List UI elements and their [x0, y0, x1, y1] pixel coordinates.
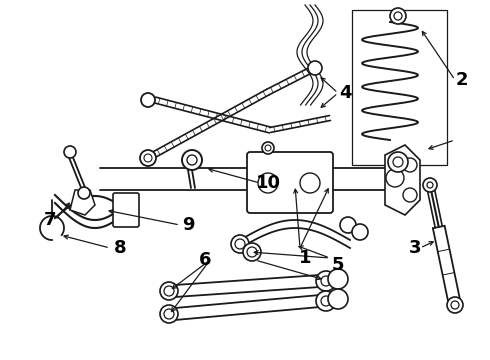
- Circle shape: [423, 178, 437, 192]
- Text: 4: 4: [339, 84, 351, 102]
- Text: 3: 3: [409, 239, 421, 257]
- Circle shape: [393, 157, 403, 167]
- Text: 10: 10: [255, 174, 280, 192]
- Circle shape: [64, 146, 76, 158]
- Circle shape: [388, 152, 408, 172]
- FancyBboxPatch shape: [113, 193, 139, 227]
- Circle shape: [308, 61, 322, 75]
- Circle shape: [160, 305, 178, 323]
- Circle shape: [78, 187, 90, 199]
- Text: 5: 5: [332, 256, 344, 274]
- Circle shape: [321, 276, 331, 286]
- Circle shape: [265, 145, 271, 151]
- Circle shape: [182, 150, 202, 170]
- Circle shape: [144, 154, 152, 162]
- Circle shape: [427, 182, 433, 188]
- Circle shape: [160, 282, 178, 300]
- Bar: [352, 10, 447, 165]
- Circle shape: [321, 296, 331, 306]
- Text: 8: 8: [114, 239, 126, 257]
- Circle shape: [258, 173, 278, 193]
- Circle shape: [300, 173, 320, 193]
- Circle shape: [451, 301, 459, 309]
- FancyBboxPatch shape: [247, 152, 333, 213]
- Circle shape: [386, 169, 404, 187]
- Text: 1: 1: [299, 249, 311, 267]
- Circle shape: [140, 150, 156, 166]
- Circle shape: [394, 12, 402, 20]
- Circle shape: [231, 235, 249, 253]
- Circle shape: [403, 158, 417, 172]
- Circle shape: [340, 217, 356, 233]
- Circle shape: [164, 309, 174, 319]
- Circle shape: [247, 247, 257, 257]
- Text: 2: 2: [456, 71, 468, 89]
- Circle shape: [403, 188, 417, 202]
- Circle shape: [328, 289, 348, 309]
- Text: 6: 6: [199, 251, 211, 269]
- Circle shape: [390, 8, 406, 24]
- Circle shape: [316, 271, 336, 291]
- Text: 9: 9: [182, 216, 194, 234]
- Circle shape: [328, 269, 348, 289]
- Circle shape: [352, 224, 368, 240]
- Circle shape: [316, 291, 336, 311]
- Circle shape: [187, 155, 197, 165]
- Polygon shape: [385, 145, 420, 215]
- Polygon shape: [70, 190, 95, 215]
- Circle shape: [235, 239, 245, 249]
- Circle shape: [447, 297, 463, 313]
- Circle shape: [164, 286, 174, 296]
- Text: 7: 7: [44, 211, 56, 229]
- Circle shape: [262, 142, 274, 154]
- Circle shape: [141, 93, 155, 107]
- Circle shape: [243, 243, 261, 261]
